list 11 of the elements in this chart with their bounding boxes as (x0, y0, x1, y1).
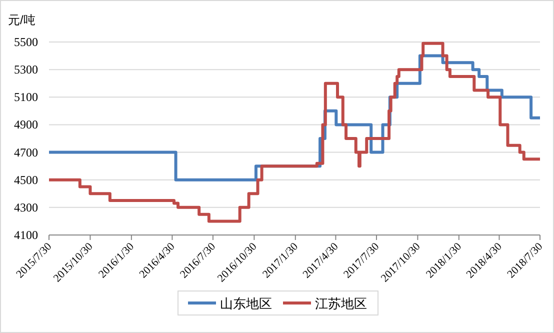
y-tick-label: 4300 (14, 200, 38, 214)
y-tick-label: 4900 (14, 118, 38, 132)
y-axis-title: 元/吨 (8, 13, 36, 27)
y-tick-label: 4100 (14, 228, 38, 242)
y-tick-label: 5100 (14, 90, 38, 104)
y-tick-label: 5500 (14, 35, 38, 49)
y-tick-label: 4500 (14, 172, 38, 187)
legend-label: 山东地区 (220, 296, 272, 311)
y-tick-label: 5300 (14, 62, 38, 77)
y-tick-label: 4700 (14, 145, 38, 160)
legend-label: 江苏地区 (315, 296, 367, 311)
